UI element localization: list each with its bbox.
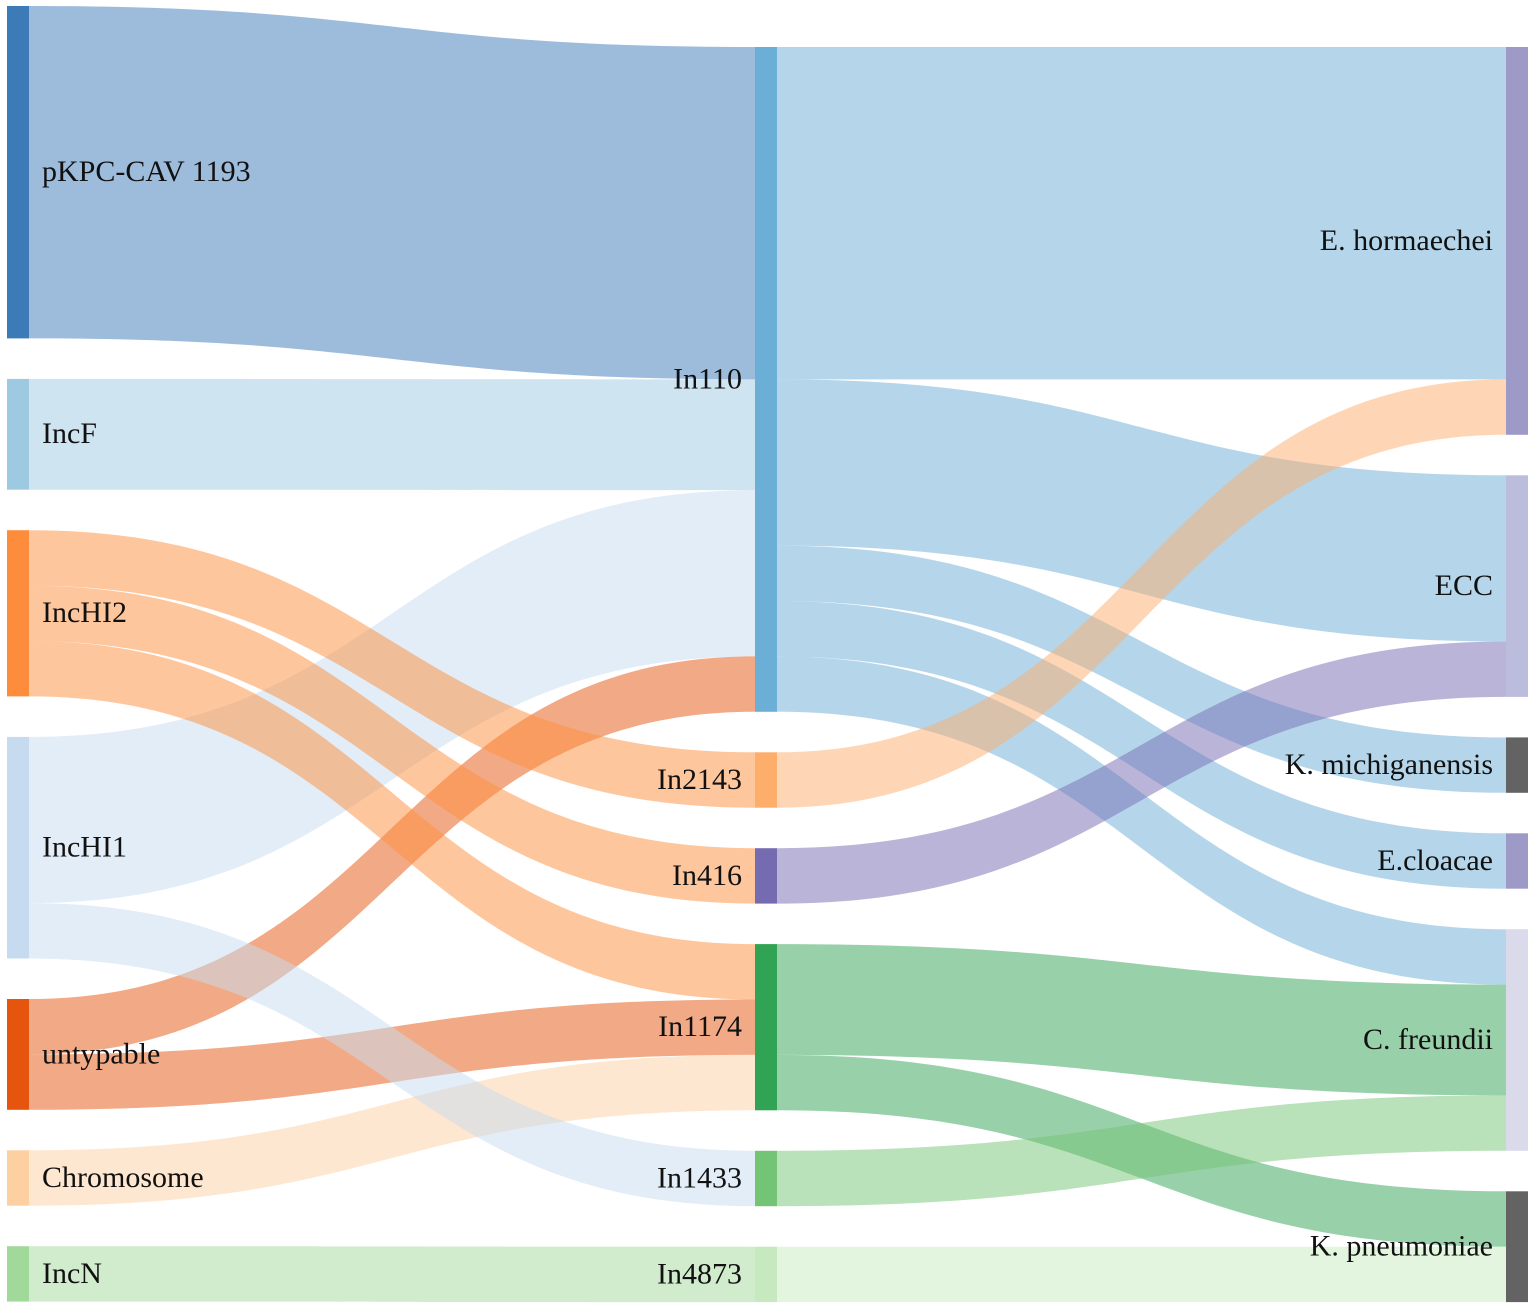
node-e-hormaechei[interactable] <box>1506 47 1528 435</box>
link-incf-to-in110[interactable] <box>29 378 755 491</box>
link-chromosome-to-in1174[interactable] <box>29 1054 755 1206</box>
node-in1174[interactable] <box>755 944 777 1111</box>
node-in416[interactable] <box>755 848 777 904</box>
node-k-michiganensis[interactable] <box>1506 737 1528 793</box>
label-incn: IncN <box>42 1257 102 1290</box>
label-in110: In110 <box>673 362 742 395</box>
link-in1174-to-c-freundii[interactable] <box>777 944 1506 1096</box>
label-inchi1: IncHI1 <box>42 831 127 864</box>
label-in1174: In1174 <box>658 1010 742 1043</box>
link-pkpc-cav-1193-to-in110[interactable] <box>29 6 755 380</box>
node-incf[interactable] <box>7 378 29 490</box>
node-k-pneumoniae[interactable] <box>1506 1191 1528 1303</box>
node-untypable[interactable] <box>7 999 29 1110</box>
link-in2143-to-e-hormaechei[interactable] <box>777 379 1506 808</box>
label-in1433: In1433 <box>657 1161 742 1194</box>
link-in110-to-c-freundii[interactable] <box>777 656 1506 985</box>
link-inchi2-to-in416[interactable] <box>29 585 755 904</box>
label-in4873: In4873 <box>657 1257 742 1290</box>
label-in416: In416 <box>672 859 742 892</box>
label-ecc: ECC <box>1435 569 1493 602</box>
label-pkpc-cav-1193: pKPC-CAV 1193 <box>42 155 251 188</box>
node-in110[interactable] <box>755 47 777 712</box>
link-inchi1-to-in110[interactable] <box>29 490 755 904</box>
link-in110-to-e-hormaechei[interactable] <box>777 47 1506 380</box>
node-incn[interactable] <box>7 1246 29 1302</box>
label-k-michiganensis: K. michiganensis <box>1285 748 1493 781</box>
link-untypable-to-in110[interactable] <box>29 656 755 1055</box>
link-in110-to-ecc[interactable] <box>777 379 1506 642</box>
label-incf: IncF <box>42 417 97 450</box>
node-pkpc-cav-1193[interactable] <box>7 6 29 339</box>
label-e-cloacae: E.cloacae <box>1377 844 1493 877</box>
link-in416-to-ecc[interactable] <box>777 641 1506 904</box>
node-c-freundii[interactable] <box>1506 929 1528 1151</box>
node-inchi2[interactable] <box>7 530 29 697</box>
label-k-pneumoniae: K. pneumoniae <box>1310 1230 1493 1263</box>
node-chromosome[interactable] <box>7 1150 29 1206</box>
labels-layer: pKPC-CAV 1193 IncF IncHI2 IncHI1 untypable Ch… <box>42 155 1493 1290</box>
link-inchi1-to-in1433[interactable] <box>29 903 755 1207</box>
label-e-hormaechei: E. hormaechei <box>1320 224 1493 257</box>
node-in1433[interactable] <box>755 1150 777 1207</box>
label-in2143: In2143 <box>657 763 742 796</box>
links-layer <box>29 6 1506 1303</box>
node-in4873[interactable] <box>755 1246 777 1303</box>
label-inchi2: IncHI2 <box>42 596 127 629</box>
label-chromosome: Chromosome <box>42 1161 204 1194</box>
link-incn-to-in4873[interactable] <box>29 1246 755 1303</box>
link-in1433-to-c-freundii[interactable] <box>777 1095 1506 1207</box>
link-inchi2-to-in2143[interactable] <box>29 530 755 808</box>
label-c-freundii: C. freundii <box>1363 1023 1493 1056</box>
node-in2143[interactable] <box>755 752 777 808</box>
node-e-cloacae[interactable] <box>1506 833 1528 889</box>
link-in4873-to-k-pneumoniae[interactable] <box>777 1246 1506 1303</box>
node-inchi1[interactable] <box>7 736 29 959</box>
nodes-layer <box>7 6 1528 1303</box>
link-in110-to-k-michiganensis[interactable] <box>777 545 1506 793</box>
label-untypable: untypable <box>42 1037 160 1070</box>
link-inchi2-to-in1174[interactable] <box>29 641 755 1000</box>
link-in110-to-e-cloacae[interactable] <box>777 601 1506 889</box>
node-ecc[interactable] <box>1506 475 1528 697</box>
